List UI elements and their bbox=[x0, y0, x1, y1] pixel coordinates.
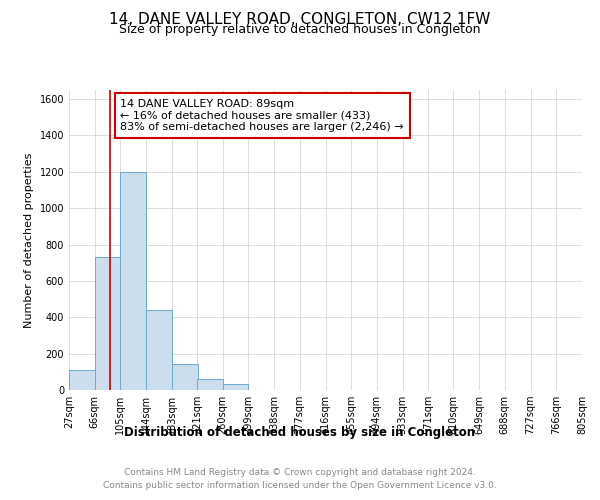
Bar bbox=[172, 364, 197, 390]
Text: Size of property relative to detached houses in Congleton: Size of property relative to detached ho… bbox=[119, 24, 481, 36]
Bar bbox=[95, 258, 121, 390]
Text: Contains public sector information licensed under the Open Government Licence v3: Contains public sector information licen… bbox=[103, 480, 497, 490]
Bar bbox=[69, 370, 95, 390]
Bar bbox=[121, 172, 146, 390]
Text: Distribution of detached houses by size in Congleton: Distribution of detached houses by size … bbox=[124, 426, 476, 439]
Bar bbox=[197, 379, 223, 390]
Text: 14, DANE VALLEY ROAD, CONGLETON, CW12 1FW: 14, DANE VALLEY ROAD, CONGLETON, CW12 1F… bbox=[109, 12, 491, 28]
Bar bbox=[146, 310, 172, 390]
Text: 14 DANE VALLEY ROAD: 89sqm
← 16% of detached houses are smaller (433)
83% of sem: 14 DANE VALLEY ROAD: 89sqm ← 16% of deta… bbox=[121, 99, 404, 132]
Bar bbox=[223, 384, 248, 390]
Text: Contains HM Land Registry data © Crown copyright and database right 2024.: Contains HM Land Registry data © Crown c… bbox=[124, 468, 476, 477]
Y-axis label: Number of detached properties: Number of detached properties bbox=[24, 152, 34, 328]
